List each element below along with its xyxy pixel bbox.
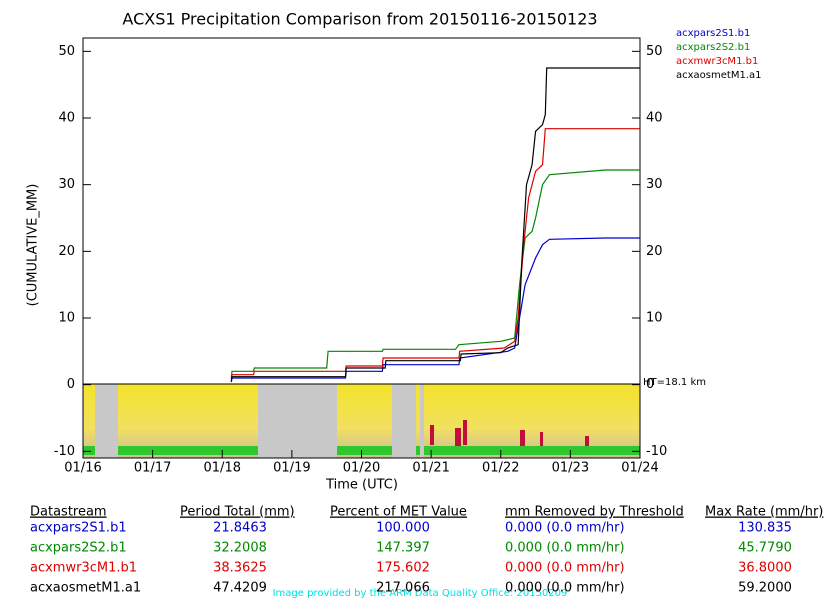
table-cell: 21.8463 [213,521,267,536]
y-tick-label: 40 [58,111,75,126]
table-cell: 130.835 [738,521,792,536]
y-axis-label: (CUMULATIVE_MM) [26,184,41,307]
table-cell: 147.397 [376,541,430,556]
y2-tick-label: 50 [646,44,663,59]
x-tick-label: 01/19 [273,461,310,476]
x-tick-label: 01/24 [621,461,658,476]
y-tick-label: -10 [54,444,75,459]
table-cell: acxpars2S1.b1 [30,521,127,536]
x-tick-label: 01/22 [482,461,519,476]
y-tick-label: 20 [58,244,75,259]
table-cell: acxmwr3cM1.b1 [30,561,137,576]
x-axis-label: Time (UTC) [325,478,398,493]
table-cell: 217.066 [376,581,430,596]
footer: Image provided by the ARM Data Quality O… [273,588,568,599]
legend-entry: acxpars2S1.b1 [676,28,750,39]
table-cell: 175.602 [376,561,430,576]
x-tick-label: 01/17 [134,461,171,476]
y-tick-label: 50 [58,44,75,59]
legend-entry: acxmwr3cM1.b1 [676,56,758,67]
table-header: mm Removed by Threshold [505,505,684,520]
x-tick-label: 01/18 [204,461,241,476]
profile-echo [520,430,525,446]
x-tick-label: 01/21 [412,461,449,476]
legend-entry: acxaosmetM1.a1 [676,70,761,81]
y2-tick-label: -10 [646,444,667,459]
table-cell: 0.000 (0.0 mm/hr) [505,541,625,556]
table-cell: 59.2000 [738,581,792,596]
missing-data-block [392,384,416,458]
y2-tick-label: 40 [646,111,663,126]
y2-tick-label: 30 [646,177,663,192]
y-tick-label: 30 [58,177,75,192]
profile-panel [83,384,640,458]
table-cell: 0.000 (0.0 mm/hr) [505,561,625,576]
series-line [230,169,640,379]
table-cell: 47.4209 [213,581,267,596]
table-cell: 100.000 [376,521,430,536]
table-cell: 38.3625 [213,561,267,576]
y2-tick-label: 20 [646,244,663,259]
y2-tick-label: 0 [646,377,654,392]
legend-entry: acxpars2S2.b1 [676,42,750,53]
profile-background [83,384,640,458]
table-header: Max Rate (mm/hr) [705,505,823,520]
profile-echo [540,432,543,446]
annotation: HT=18.1 km [643,377,706,388]
table-header: Period Total (mm) [180,505,295,520]
table-cell: acxaosmetM1.a1 [30,581,141,596]
profile-echo [463,420,467,445]
series-line [230,128,640,380]
y-tick-label: 10 [58,311,75,326]
table-cell: 0.000 (0.0 mm/hr) [505,521,625,536]
y2-tick-label: 10 [646,311,663,326]
table-cell: 32.2008 [213,541,267,556]
x-tick-label: 01/16 [64,461,101,476]
missing-data-block [258,384,337,458]
chart-title: ACXS1 Precipitation Comparison from 2015… [122,10,597,29]
table-header: Percent of MET Value [330,505,467,520]
table-cell: acxpars2S2.b1 [30,541,127,556]
profile-echo [430,425,434,445]
table-cell: 36.8000 [738,561,792,576]
table-cell: 45.7790 [738,541,792,556]
table-cell: 0.000 (0.0 mm/hr) [505,581,625,596]
x-tick-label: 01/23 [552,461,589,476]
profile-echo [585,436,589,446]
series-line [230,67,640,382]
x-tick-label: 01/20 [343,461,380,476]
missing-data-block [420,384,424,458]
missing-data-block [95,384,118,458]
y-tick-label: 0 [67,377,75,392]
table-header: Datastream [30,505,107,520]
profile-echo [455,428,461,446]
